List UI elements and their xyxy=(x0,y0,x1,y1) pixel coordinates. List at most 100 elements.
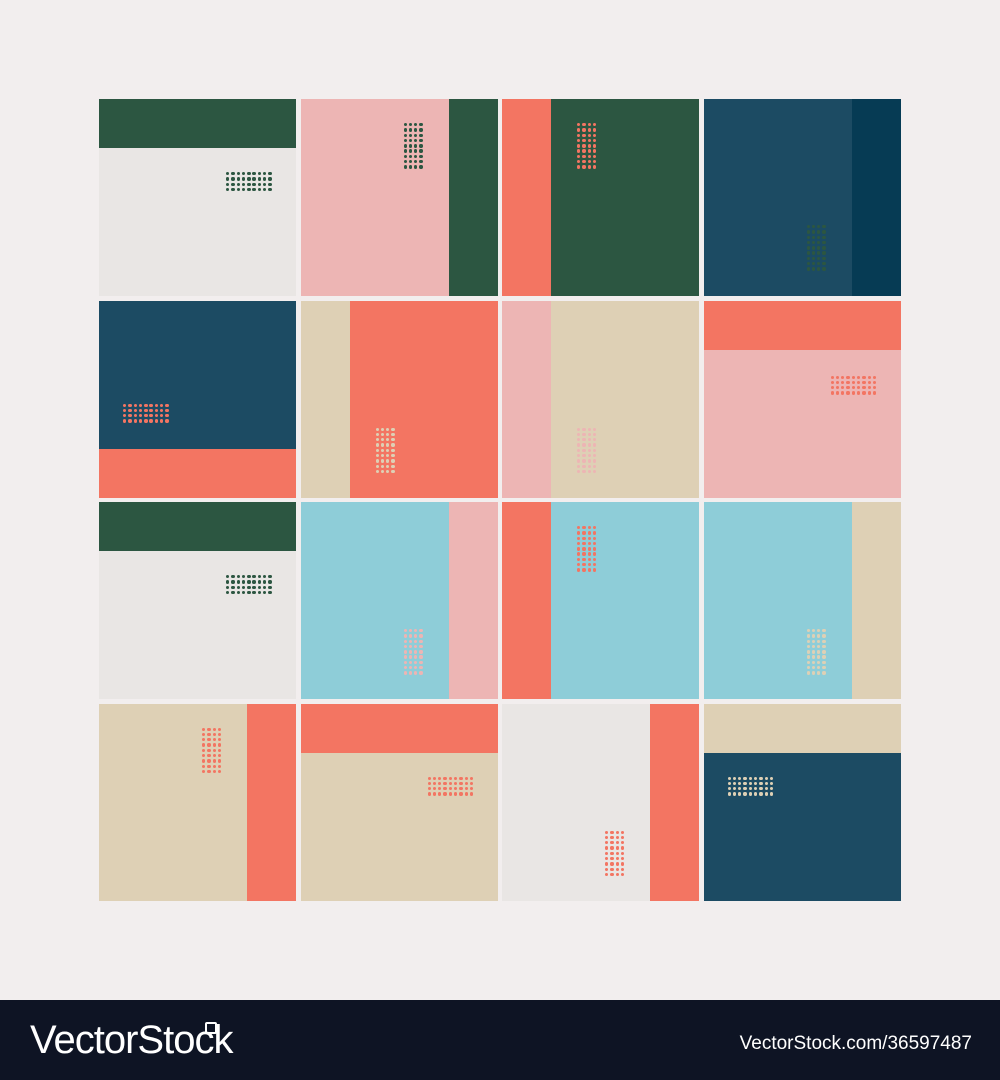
dot xyxy=(592,160,597,164)
dot xyxy=(212,764,216,768)
dot xyxy=(408,138,413,143)
dot xyxy=(391,438,395,442)
dot xyxy=(851,380,856,385)
color-band xyxy=(448,502,498,699)
dot xyxy=(443,776,447,780)
dot xyxy=(620,867,625,871)
dot xyxy=(408,165,413,169)
dot xyxy=(577,531,581,535)
dot xyxy=(375,453,379,458)
pattern-tile xyxy=(502,502,699,699)
dot xyxy=(817,634,821,638)
dot xyxy=(408,639,413,643)
dot xyxy=(268,585,272,589)
dot xyxy=(212,727,216,731)
dot xyxy=(748,776,753,780)
dot xyxy=(154,414,159,418)
dot xyxy=(806,639,810,643)
dot xyxy=(268,172,272,176)
dot xyxy=(587,438,591,442)
dot xyxy=(577,557,581,562)
dot xyxy=(738,776,742,780)
dot xyxy=(811,267,816,271)
dot xyxy=(226,177,230,181)
dot xyxy=(587,563,591,567)
dot xyxy=(806,240,810,245)
dot xyxy=(247,585,251,589)
dot xyxy=(817,262,821,266)
dot xyxy=(615,867,619,871)
dot xyxy=(212,769,216,774)
dot xyxy=(577,541,581,546)
dot xyxy=(582,453,586,458)
dot xyxy=(414,634,418,638)
dot xyxy=(453,792,458,796)
dot xyxy=(247,172,251,176)
dot xyxy=(822,262,826,266)
dot xyxy=(753,781,758,786)
dot xyxy=(144,414,148,418)
dot xyxy=(459,781,463,786)
pattern-tile xyxy=(99,502,296,699)
dot xyxy=(408,144,413,148)
dot xyxy=(727,792,731,796)
dot xyxy=(748,787,753,791)
dot xyxy=(380,469,385,474)
dot xyxy=(582,526,586,530)
dot xyxy=(464,792,468,796)
dot xyxy=(822,251,826,255)
dot xyxy=(202,769,206,774)
dot xyxy=(419,144,423,148)
dot xyxy=(817,251,821,255)
dot xyxy=(391,469,395,474)
dot xyxy=(236,590,240,595)
dot xyxy=(448,787,453,791)
dot xyxy=(605,872,609,877)
dot xyxy=(448,792,453,796)
dot xyxy=(620,846,625,850)
dot xyxy=(620,830,625,834)
dot xyxy=(592,469,597,474)
dot xyxy=(252,172,256,176)
dot xyxy=(610,851,614,856)
color-band xyxy=(502,99,551,296)
dot xyxy=(375,469,379,474)
dot xyxy=(587,536,591,540)
dot xyxy=(408,123,413,127)
dot xyxy=(577,138,581,143)
dot xyxy=(577,144,581,148)
dot xyxy=(615,830,619,834)
dot xyxy=(226,590,230,595)
dot xyxy=(123,408,127,413)
dot xyxy=(817,235,821,239)
dot xyxy=(408,671,413,675)
dot xyxy=(252,187,256,192)
dot xyxy=(403,123,407,127)
dot xyxy=(252,177,256,181)
dot xyxy=(154,419,159,423)
dot xyxy=(257,172,262,176)
dot xyxy=(830,391,834,395)
dot xyxy=(202,743,206,747)
dot xyxy=(241,585,246,589)
dot xyxy=(443,781,447,786)
dot xyxy=(753,776,758,780)
dot xyxy=(856,386,861,390)
dot xyxy=(408,655,413,659)
dot xyxy=(806,267,810,271)
pattern-tile xyxy=(703,703,901,901)
dot xyxy=(822,240,826,245)
dot xyxy=(419,138,423,143)
dot xyxy=(811,671,816,675)
dot xyxy=(605,856,609,861)
dot xyxy=(748,792,753,796)
dot xyxy=(386,453,390,458)
dot xyxy=(577,459,581,463)
dot xyxy=(123,419,127,423)
dot xyxy=(133,414,137,418)
dot xyxy=(138,414,143,418)
dot xyxy=(732,781,737,786)
dot xyxy=(759,781,763,786)
dot xyxy=(592,427,597,431)
dot xyxy=(408,133,413,137)
